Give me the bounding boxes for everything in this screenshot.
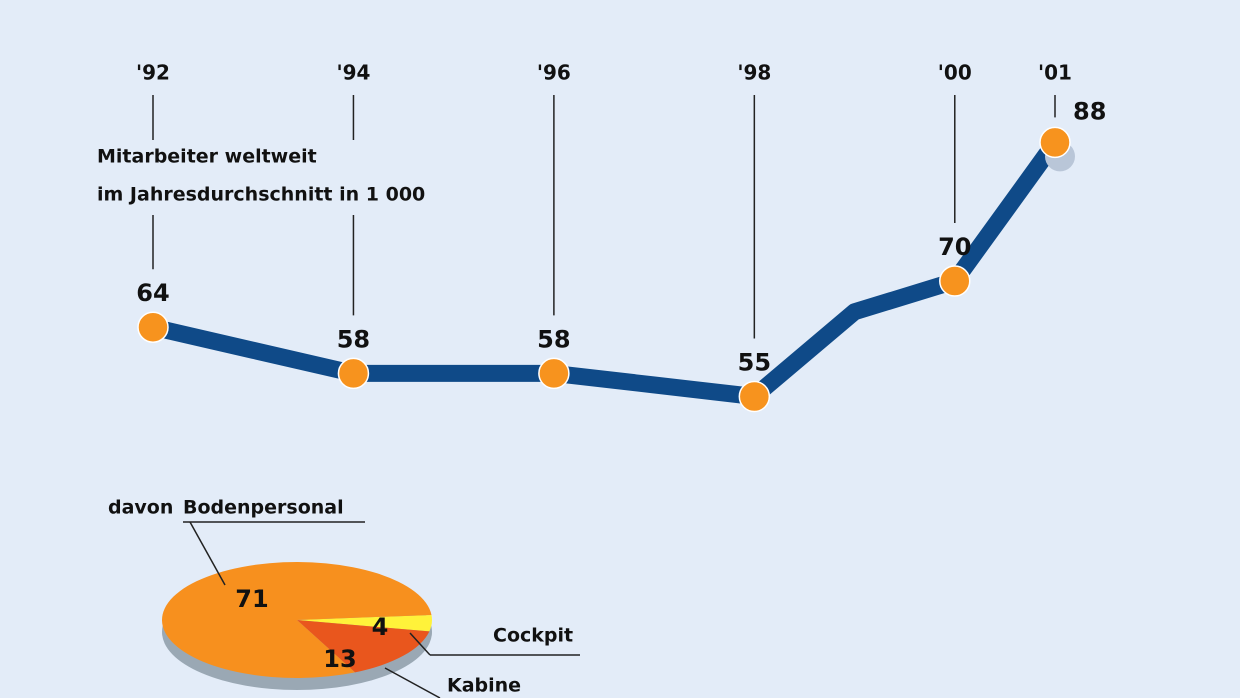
chart-title: im Jahresdurchschnitt in 1 000 bbox=[97, 184, 425, 206]
value-label: 88 bbox=[1073, 97, 1106, 125]
marker bbox=[939, 265, 971, 297]
value-label: 70 bbox=[938, 233, 971, 261]
chart-title: Mitarbeiter weltweit bbox=[97, 146, 317, 168]
leader bbox=[189, 521, 226, 586]
title-background bbox=[92, 140, 482, 215]
x-tick-label: '00 bbox=[938, 61, 972, 85]
marker bbox=[137, 311, 169, 343]
leader bbox=[384, 667, 441, 698]
x-tick-label: '01 bbox=[1038, 61, 1072, 85]
pie-value-label: 13 bbox=[323, 645, 356, 673]
pie-value-label: 4 bbox=[372, 613, 389, 641]
value-label: 64 bbox=[136, 279, 169, 307]
category-label: Cockpit bbox=[493, 625, 573, 647]
marker bbox=[538, 357, 570, 390]
pie-slice bbox=[297, 614, 433, 632]
marker bbox=[1039, 126, 1071, 159]
x-tick-label: '96 bbox=[537, 61, 571, 85]
category-label: Bodenpersonal bbox=[183, 497, 344, 519]
marker bbox=[337, 357, 370, 390]
pie-title: davon bbox=[108, 497, 173, 519]
pie-slice bbox=[162, 561, 432, 678]
value-label: 55 bbox=[738, 349, 771, 377]
x-tick-label: '98 bbox=[737, 61, 771, 85]
marker bbox=[738, 380, 771, 413]
value-label: 58 bbox=[337, 325, 370, 353]
leader bbox=[409, 632, 431, 656]
category-label: Kabine bbox=[447, 675, 521, 697]
pie-value-label: 71 bbox=[235, 585, 268, 613]
x-tick-label: '94 bbox=[336, 61, 370, 85]
value-label: 58 bbox=[537, 325, 570, 353]
line bbox=[151, 137, 1062, 405]
pie-slice bbox=[297, 620, 430, 673]
x-tick-label: '92 bbox=[136, 61, 170, 85]
